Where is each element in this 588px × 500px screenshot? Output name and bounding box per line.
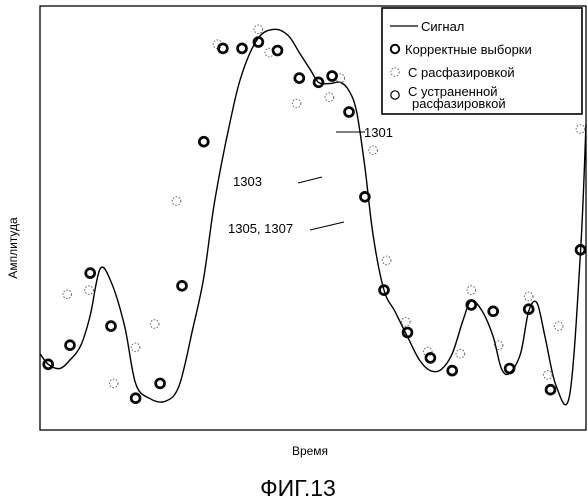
correct-sample-point (448, 367, 456, 375)
correct-sample-point (107, 322, 115, 330)
correct-sample-point (345, 108, 353, 116)
dephased-sample-point (292, 99, 301, 108)
dephased-sample-point (576, 125, 585, 134)
figure-caption: ФИГ.13 (260, 475, 336, 500)
correct-sample-point (238, 44, 246, 52)
annotation-1303: 1303 (233, 174, 322, 189)
annotation-1305-1307-leader (310, 222, 344, 230)
dephased-sample-point (63, 290, 72, 299)
dephased-sample-point (325, 93, 334, 102)
dephased-sample-point (85, 286, 94, 295)
legend-dephased-label: С расфазировкой (408, 65, 515, 80)
correct-sample-point (66, 341, 74, 349)
correct-sample-point (506, 365, 514, 373)
correct-sample-point (328, 72, 336, 80)
correct-sample-point (156, 379, 164, 387)
dephased-sample-point (544, 371, 553, 380)
correct-sample-point (295, 74, 303, 82)
y-axis-label: Амплитуда (6, 217, 20, 279)
annotation-1301-label: 1301 (364, 125, 393, 140)
annotation-1301: 1301 (336, 125, 393, 140)
dephased-sample-point (524, 292, 533, 301)
annotation-1305-1307: 1305, 1307 (228, 221, 344, 236)
dephased-sample-point (554, 322, 563, 331)
dephased-sample-point (150, 320, 159, 329)
correct-sample-point (274, 47, 282, 55)
legend-correct-label: Корректные выборки (405, 42, 532, 57)
correct-sample-point (132, 394, 140, 402)
annotation-1303-leader (298, 177, 322, 183)
correct-sample-point (178, 282, 186, 290)
dephased-sample-point (131, 343, 140, 352)
correct-sample-point (547, 386, 555, 394)
dephased-sample-point (402, 318, 411, 327)
correct-sample-point (86, 269, 94, 277)
dephased-sample-point (172, 197, 181, 206)
x-axis-label: Время (292, 444, 328, 458)
dephased-sample-point (456, 349, 465, 358)
dephased-sample-point (467, 286, 476, 295)
legend-signal-label: Сигнал (421, 19, 464, 34)
dephased-sample-point (369, 146, 378, 155)
legend-recovered-label-line2: расфазировкой (412, 96, 506, 111)
annotation-1303-label: 1303 (233, 174, 262, 189)
correct-sample-point (200, 138, 208, 146)
legend: Сигнал Корректные выборки С расфазировко… (382, 8, 582, 114)
correct-sample-point (219, 44, 227, 52)
dephased-sample-point (382, 256, 391, 265)
correct-sample-point (489, 307, 497, 315)
dephased-sample-point (254, 25, 263, 34)
annotation-1305-1307-label: 1305, 1307 (228, 221, 293, 236)
dephased-sample-point (109, 379, 118, 388)
